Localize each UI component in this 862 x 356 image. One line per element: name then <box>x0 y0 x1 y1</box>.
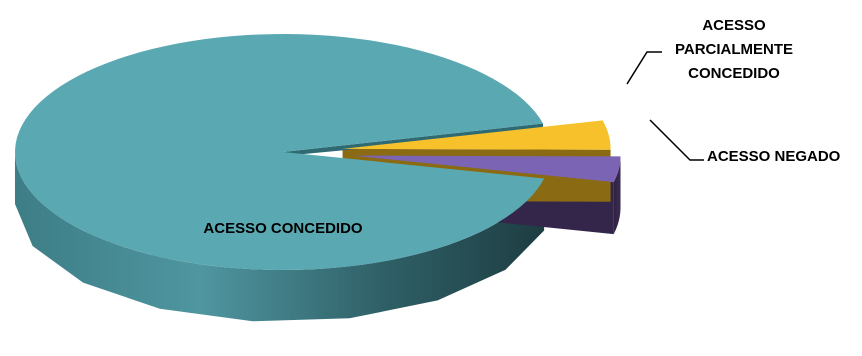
pie-slice-acesso-negado <box>352 155 621 183</box>
pie-slice-acesso-concedido-inner-wall <box>283 123 544 156</box>
label-acesso-negado: ACESSO NEGADO <box>707 148 841 165</box>
label-acesso-parcialmente-concedido: ACESSO PARCIALMENTE CONCEDIDO <box>675 17 793 82</box>
pie-slice-acesso-negado-side <box>613 156 621 235</box>
label-acesso-concedido: ACESSO CONCEDIDO <box>203 220 363 237</box>
pie-slice-acesso-parcialmente-concedido <box>342 120 611 150</box>
pie-slice-acesso-concedido-side <box>15 152 545 322</box>
leader-line-acesso-negado <box>649 119 704 161</box>
pie-slice-acesso-concedido <box>15 34 545 270</box>
leader-line-acesso-parcialmente-concedido <box>626 51 662 85</box>
